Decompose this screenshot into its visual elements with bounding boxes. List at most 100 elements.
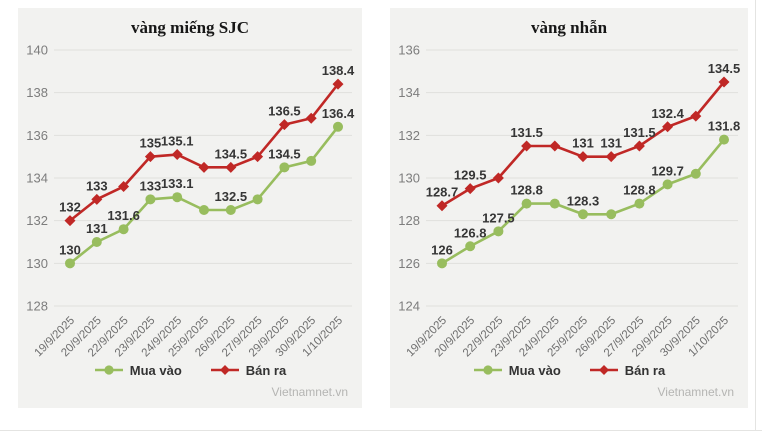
buy-data-point-marker: [521, 198, 532, 209]
buy-data-point-marker: [91, 237, 102, 247]
y-axis-tick-label: 134: [26, 171, 48, 186]
data-point-label: 132: [59, 200, 81, 215]
legend-item-buy[interactable]: Mua vào: [94, 363, 182, 378]
watermark: Vietnamnet.vn: [657, 385, 735, 399]
legend-label-sell: Bán ra: [245, 362, 287, 378]
sell-data-point-marker: [690, 110, 702, 122]
y-axis-tick-label: 128: [398, 213, 420, 228]
buy-data-point-marker: [65, 258, 75, 269]
data-point-label: 130: [59, 242, 81, 257]
legend-label-buy: Mua vào: [508, 362, 561, 378]
data-point-label: 129.7: [651, 163, 684, 178]
buy-data-point-marker: [333, 121, 343, 132]
sell-data-point-marker: [225, 161, 237, 173]
data-point-label: 129.5: [454, 168, 487, 183]
sell-data-point-marker: [252, 151, 264, 163]
data-point-label: 131.5: [510, 125, 543, 140]
buy-data-point-marker: [606, 209, 617, 220]
buy-data-point-marker: [225, 205, 236, 215]
buy-data-point-marker: [172, 192, 183, 203]
data-point-label: 133.1: [161, 176, 194, 191]
buy-data-point-marker: [118, 224, 129, 235]
legend-item-sell[interactable]: Bán ra: [210, 363, 286, 378]
data-point-label: 128.8: [623, 183, 656, 198]
sell-data-point-marker: [171, 149, 183, 161]
data-point-label: 126: [431, 242, 453, 257]
buy-data-point-marker: [437, 258, 447, 269]
page-bottom-border: [0, 430, 762, 431]
legend-label-sell: Bán ra: [624, 362, 666, 378]
data-point-label: 131.8: [708, 119, 741, 134]
sell-data-point-marker: [662, 121, 674, 133]
data-point-label: 135.1: [161, 134, 194, 149]
sell-data-point-marker: [464, 183, 476, 195]
y-axis-tick-label: 136: [26, 128, 48, 143]
sell-data-point-marker: [305, 112, 317, 124]
sell-data-point-marker: [278, 119, 290, 131]
chart-title: vàng miếng SJC: [130, 18, 250, 37]
data-point-label: 133: [86, 178, 108, 193]
sell-series-legend-marker-icon: [589, 365, 618, 375]
data-point-label: 126.8: [454, 225, 487, 240]
data-point-label: 131: [86, 221, 108, 236]
chart-title: vàng nhẫn: [530, 18, 608, 37]
sell-data-point-marker: [332, 78, 344, 90]
buy-data-point-marker: [465, 241, 476, 252]
data-point-label: 128.7: [426, 185, 459, 200]
y-axis-tick-label: 138: [26, 85, 48, 100]
chart-legend: Mua vào Bán ra: [18, 360, 362, 380]
page-right-border: [755, 0, 756, 430]
sell-data-point-marker: [198, 161, 210, 173]
data-point-label: 128.3: [567, 193, 600, 208]
data-point-label: 131: [600, 136, 622, 151]
buy-data-point-marker: [690, 168, 701, 179]
data-point-label: 128.8: [510, 183, 543, 198]
y-axis-tick-label: 140: [26, 43, 48, 58]
sell-data-point-marker: [633, 140, 645, 152]
sell-data-point-marker: [118, 181, 130, 193]
sell-data-point-marker: [492, 172, 504, 184]
buy-data-point-marker: [578, 209, 588, 220]
y-axis-tick-label: 128: [26, 299, 48, 314]
chart-legend: Mua vào Bán ra: [390, 360, 748, 380]
line-chart-sjc-gold-bar: 12813013213413613814019/9/202520/9/20252…: [26, 43, 355, 360]
sell-data-point-marker: [64, 215, 76, 227]
buy-data-point-marker: [719, 134, 729, 145]
y-axis-tick-label: 126: [398, 256, 420, 271]
line-chart-ring-gold: 12412612813013213413619/9/202520/9/20252…: [398, 43, 741, 360]
data-point-label: 131: [572, 136, 594, 151]
sell-data-point-marker: [605, 151, 617, 163]
buy-data-point-marker: [199, 205, 209, 215]
buy-data-point-marker: [662, 179, 673, 190]
data-point-label: 133: [140, 178, 162, 193]
legend-item-sell[interactable]: Bán ra: [589, 363, 665, 378]
buy-data-point-marker: [145, 194, 156, 205]
buy-data-point-marker: [493, 226, 504, 237]
y-axis-tick-label: 136: [398, 43, 420, 58]
sell-data-point-marker: [577, 151, 589, 163]
buy-data-point-marker: [634, 198, 645, 209]
data-point-label: 135: [140, 136, 162, 151]
data-point-label: 134.5: [708, 61, 741, 76]
y-axis-tick-label: 132: [398, 128, 420, 143]
buy-data-point-marker: [279, 162, 290, 173]
data-point-label: 132.5: [215, 189, 248, 204]
sell-data-point-marker: [436, 200, 448, 212]
buy-data-point-marker: [252, 194, 263, 205]
chart-card-ring-gold: vàng nhẫn 124 126 128 130 132 134 136 19/9/2025…: [390, 8, 748, 408]
sell-data-point-marker: [718, 76, 730, 88]
sell-data-point-marker: [521, 140, 533, 152]
chart-card-sjc-gold-bar: vàng miếng SJC 128 130 132 134 136 138 140 19/9…: [18, 8, 362, 408]
data-point-label: 134.5: [268, 146, 301, 161]
data-point-label: 131.5: [623, 125, 656, 140]
data-point-label: 132.4: [651, 106, 684, 121]
data-point-label: 136.4: [322, 106, 355, 121]
y-axis-tick-label: 134: [398, 85, 420, 100]
data-point-label: 138.4: [322, 63, 355, 78]
legend-item-buy[interactable]: Mua vào: [473, 363, 561, 378]
data-point-label: 136.5: [268, 104, 301, 119]
buy-series-legend-marker-icon: [473, 365, 502, 375]
data-point-label: 134.5: [215, 146, 248, 161]
y-axis-tick-label: 130: [26, 256, 48, 271]
y-axis-tick-label: 124: [398, 299, 420, 314]
